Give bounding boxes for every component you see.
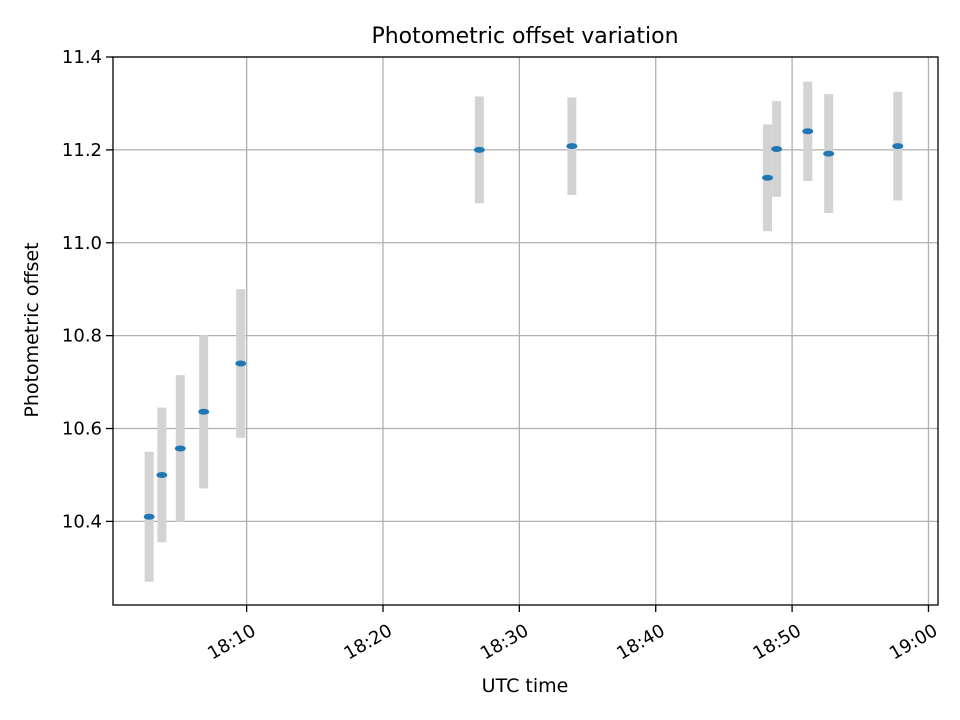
data-point <box>143 513 155 520</box>
data-point <box>802 128 814 135</box>
y-axis-ticks: 10.4 10.6 10.8 11.0 11.2 11.4 <box>62 47 113 532</box>
x-tick-label: 18:40 <box>613 620 668 664</box>
y-tick-label: 10.6 <box>62 419 102 440</box>
chart-title: Photometric offset variation <box>371 24 678 49</box>
data-point <box>823 150 835 157</box>
data-point <box>566 143 578 150</box>
data-point <box>156 471 168 478</box>
y-tick-label: 11.0 <box>62 233 102 254</box>
x-axis-label: UTC time <box>482 675 569 697</box>
plot-frame <box>112 56 939 606</box>
y-tick-label: 11.4 <box>62 47 102 68</box>
error-bars <box>144 81 903 582</box>
data-point <box>892 143 904 150</box>
data-point <box>771 145 783 152</box>
data-point <box>473 146 485 153</box>
x-tick-label: 18:10 <box>204 620 259 664</box>
y-tick-label: 10.4 <box>62 511 102 532</box>
data-point <box>198 408 210 415</box>
x-tick-label: 18:50 <box>750 620 805 664</box>
data-point <box>235 360 247 367</box>
y-tick-label: 11.2 <box>62 140 102 161</box>
data-point <box>174 445 186 452</box>
y-tick-label: 10.8 <box>62 326 102 347</box>
x-tick-label: 19:00 <box>886 620 941 664</box>
y-axis-label: Photometric offset <box>21 242 43 417</box>
x-axis-ticks: 18:10 18:20 18:30 18:40 18:50 19:00 <box>204 605 941 664</box>
x-tick-label: 18:30 <box>477 620 532 664</box>
x-tick-label: 18:20 <box>340 620 395 664</box>
data-points <box>143 128 904 520</box>
data-point <box>762 174 774 181</box>
